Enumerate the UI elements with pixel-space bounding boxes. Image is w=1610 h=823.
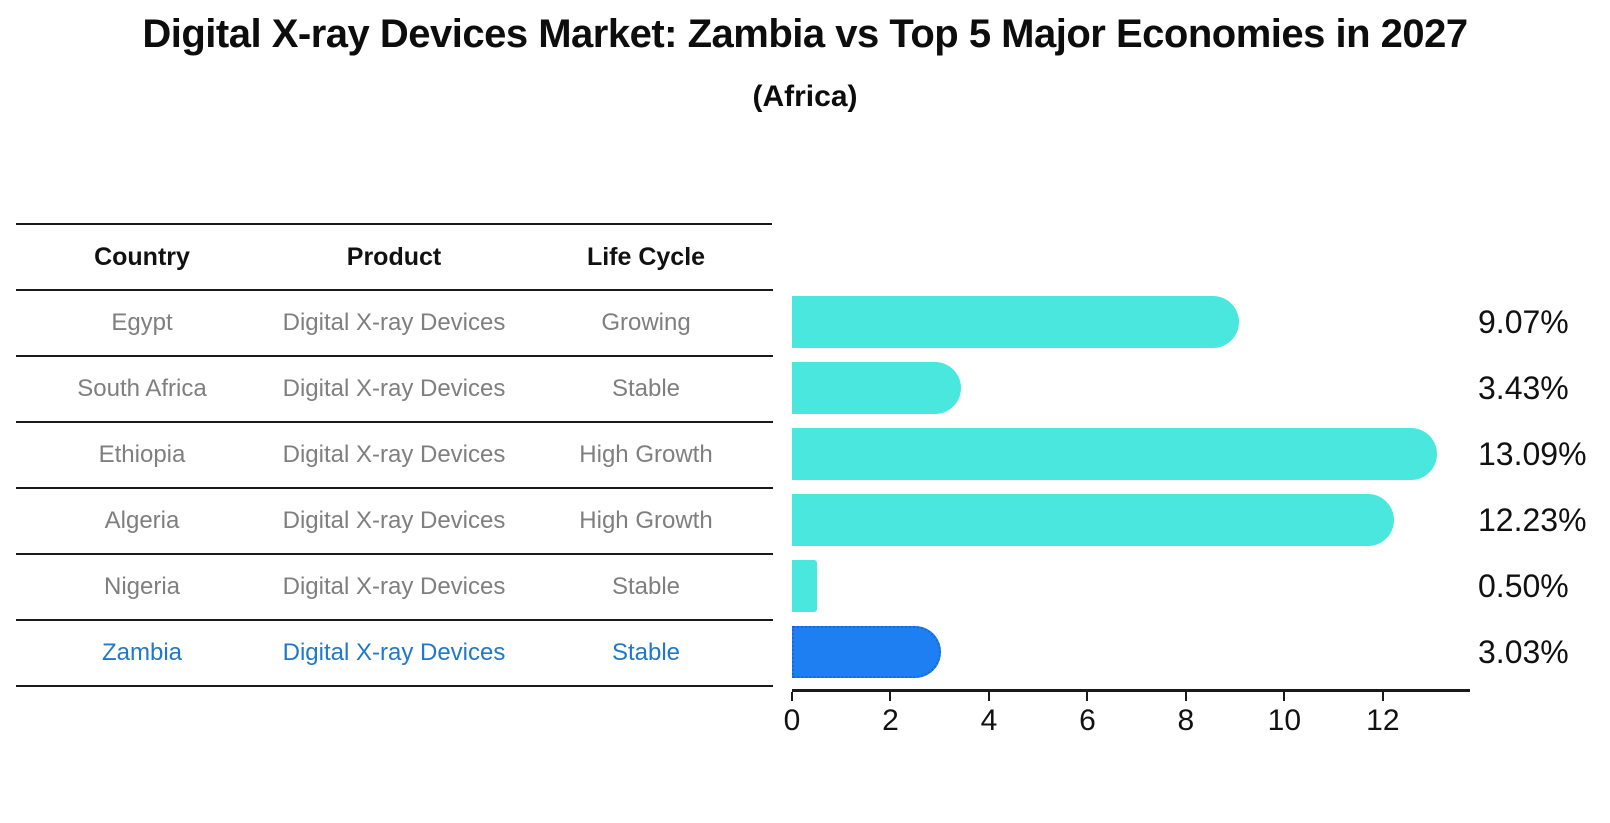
country-cell: South Africa: [77, 375, 207, 402]
value-label-south-africa: 3.43%: [1478, 369, 1569, 406]
tick-mark: [889, 692, 892, 701]
bar-plot-area: 0 2 4 6 8 10 12: [784, 223, 1470, 737]
x-tick-label: 2: [882, 704, 899, 737]
page-subtitle: (Africa): [752, 80, 858, 113]
table-row-nigeria: Nigeria Digital X-ray Devices Stable: [16, 553, 772, 619]
y-axis-tick: [757, 487, 773, 489]
x-tick-label: 6: [1079, 704, 1096, 737]
tick-mark: [791, 692, 793, 701]
value-label-algeria: 12.23%: [1478, 501, 1587, 538]
life-cycle-cell: Growing: [601, 309, 691, 336]
y-axis-tick: [757, 619, 773, 621]
tick-mark: [1184, 692, 1187, 701]
col-header-life-cycle: Life Cycle: [586, 242, 706, 271]
bar-row-nigeria: [792, 553, 1470, 619]
product-cell: Digital X-ray Devices: [282, 309, 506, 336]
tick-mark: [987, 692, 990, 701]
x-tick-label: 12: [1366, 704, 1400, 737]
bar-egypt: [792, 296, 1239, 348]
product-cell: Digital X-ray Devices: [282, 507, 506, 534]
bar-row-south-africa: [792, 355, 1470, 421]
product-cell: Digital X-ray Devices: [282, 441, 506, 468]
bar-row-ethiopia: [792, 421, 1470, 487]
life-cycle-cell: Stable: [611, 375, 681, 402]
country-cell: Algeria: [104, 507, 180, 534]
y-axis-tick: [757, 421, 773, 423]
bar-row-algeria: [792, 487, 1470, 553]
value-label-column: 9.07% 3.43% 13.09% 12.23% 0.50% 3.03%: [1478, 289, 1608, 685]
life-cycle-cell: High Growth: [579, 441, 713, 468]
table-row-algeria: Algeria Digital X-ray Devices High Growt…: [16, 487, 772, 553]
product-cell: Digital X-ray Devices: [282, 573, 506, 600]
table-row-ethiopia: Ethiopia Digital X-ray Devices High Grow…: [16, 421, 772, 487]
tick-mark: [1086, 692, 1089, 701]
bar-zambia-highlight: [792, 626, 942, 678]
country-table: Country Product Life Cycle Egypt Digital…: [16, 223, 772, 687]
bar-nigeria: [792, 560, 817, 612]
country-cell: Nigeria: [103, 573, 181, 600]
y-axis-tick: [757, 685, 773, 687]
x-tick-label: 4: [980, 704, 998, 737]
table-row-zambia: Zambia Digital X-ray Devices Stable: [16, 619, 772, 685]
col-header-product: Product: [346, 242, 442, 271]
life-cycle-cell: Stable: [611, 639, 681, 666]
life-cycle-cell: High Growth: [579, 507, 713, 534]
y-axis-tick: [757, 355, 773, 357]
table-header-row: Country Product Life Cycle: [16, 223, 772, 289]
bar-row-zambia: [792, 619, 1470, 685]
life-cycle-cell: Stable: [611, 573, 681, 600]
bar-south-africa: [792, 362, 961, 414]
bar-row-egypt: [792, 289, 1470, 355]
product-cell: Digital X-ray Devices: [282, 639, 506, 666]
value-label-egypt: 9.07%: [1478, 303, 1569, 340]
tick-mark: [1283, 692, 1286, 701]
x-tick-label: 10: [1267, 704, 1302, 737]
bars-layer: [792, 289, 1470, 685]
y-axis-tick: [757, 289, 773, 291]
y-axis-tick: [757, 553, 773, 555]
product-cell: Digital X-ray Devices: [282, 375, 506, 402]
value-label-ethiopia: 13.09%: [1478, 435, 1587, 472]
country-cell: Zambia: [101, 639, 183, 666]
country-cell: Ethiopia: [98, 441, 186, 468]
bar-ethiopia: [792, 428, 1437, 480]
x-tick-label: 0: [783, 704, 801, 737]
table-row-south-africa: South Africa Digital X-ray Devices Stabl…: [16, 355, 772, 421]
page-title: Digital X-ray Devices Market: Zambia vs …: [142, 12, 1468, 56]
col-header-country: Country: [94, 242, 190, 271]
table-row-egypt: Egypt Digital X-ray Devices Growing: [16, 289, 772, 355]
country-cell: Egypt: [111, 309, 173, 336]
tick-mark: [1381, 692, 1384, 701]
x-tick-label: 8: [1177, 704, 1195, 737]
bar-algeria: [792, 494, 1395, 546]
value-label-nigeria: 0.50%: [1478, 567, 1569, 604]
value-label-zambia: 3.03%: [1478, 633, 1569, 670]
